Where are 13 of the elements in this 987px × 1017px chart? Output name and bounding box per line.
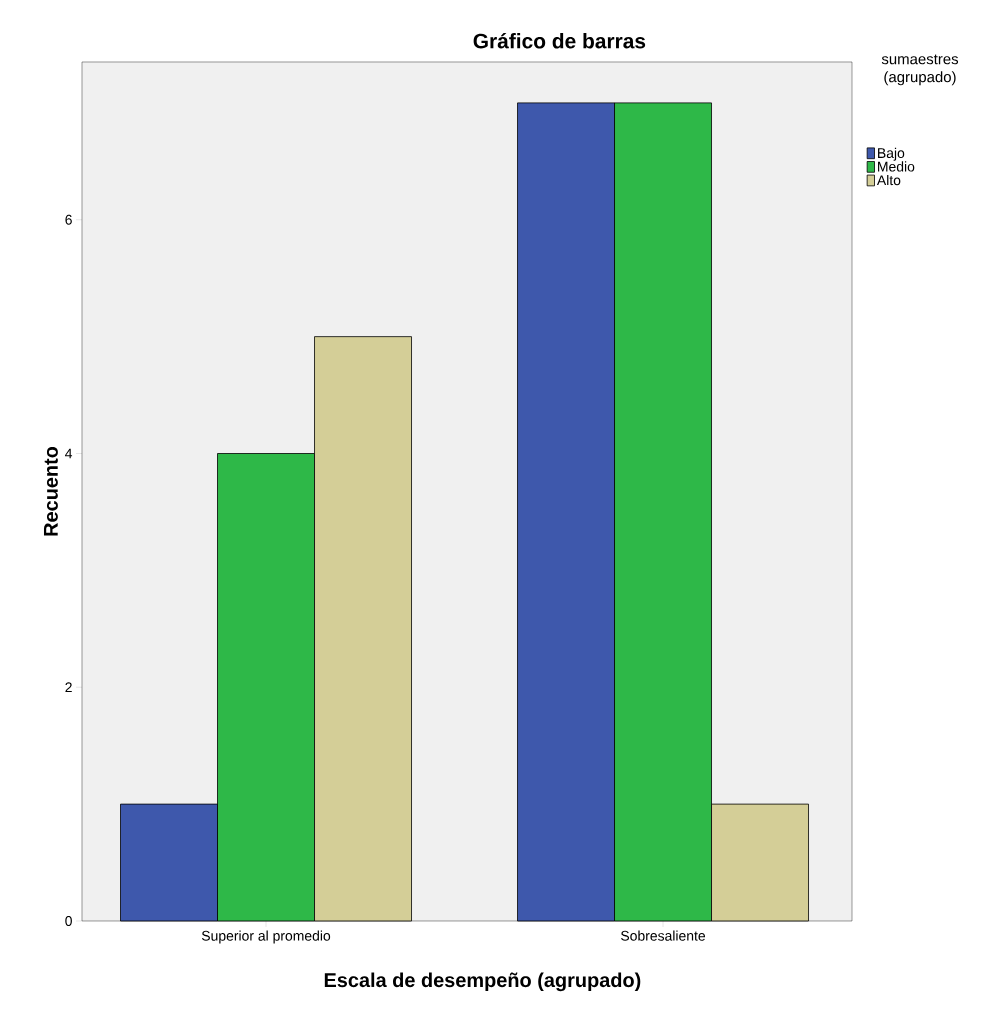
y-axis-title: Recuento (43, 446, 58, 536)
y-tick-label: 0 (65, 916, 72, 926)
x-tick-label: Sobresaliente (621, 930, 706, 941)
legend-label: Medio (878, 161, 915, 172)
y-tick-label: 6 (65, 214, 72, 225)
y-tick-label: 2 (65, 682, 72, 693)
x-axis-title: Escala de desempeño (agrupado) (324, 972, 641, 992)
legend-label: Alto (876, 174, 901, 186)
legend-title: sumaestres (agrupado) (881, 54, 959, 86)
legend-label: Bajo (878, 147, 905, 161)
x-tick-label: Superior al promedio (201, 930, 331, 944)
y-tick-label: 4 (65, 448, 73, 459)
chart-title: Gráfico de barras (473, 32, 646, 49)
